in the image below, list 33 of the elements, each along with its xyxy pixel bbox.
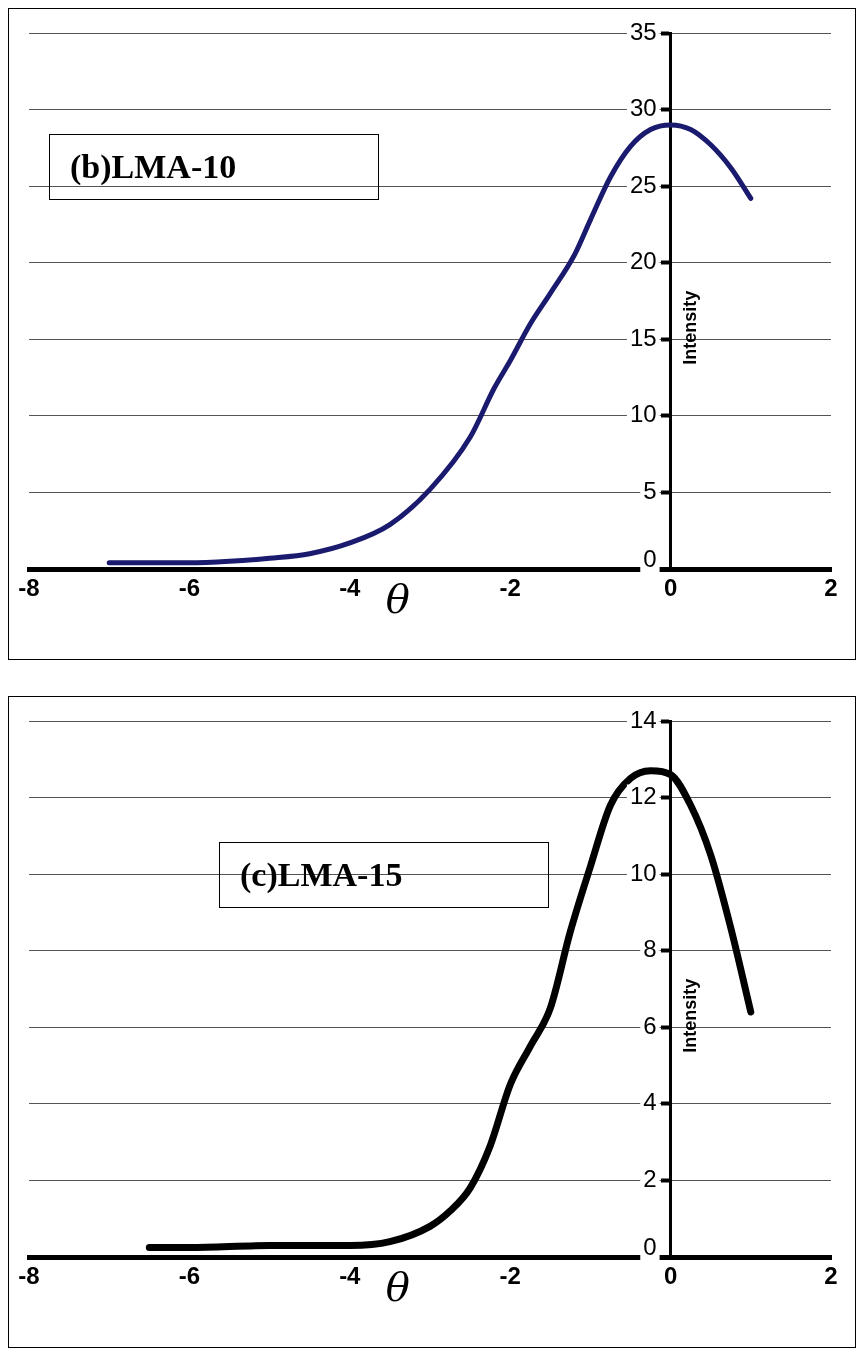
x-tick-label: 2 [824, 574, 838, 602]
y-axis-title: Intensity [679, 290, 700, 365]
annotation: (b)LMA-10 [49, 134, 379, 200]
y-tick-label: 0 [643, 1232, 657, 1260]
y-tick-label: 15 [629, 323, 657, 351]
x-tick-label: -4 [339, 1262, 362, 1290]
x-tick-label: -2 [499, 574, 521, 602]
x-tick-label: -4 [339, 574, 362, 602]
y-tick-label: 10 [629, 858, 657, 886]
y-tick-label: 20 [629, 247, 657, 275]
y-tick-label: 30 [629, 94, 657, 122]
y-tick-label: 14 [629, 705, 657, 733]
x-tick-label: 0 [663, 1262, 678, 1290]
x-tick-label: 2 [824, 1262, 838, 1290]
y-tick-label: 5 [643, 477, 657, 505]
x-tick-label: -2 [499, 1262, 521, 1290]
x-tick-label: -8 [18, 1262, 40, 1290]
y-tick-label: 8 [643, 935, 657, 963]
y-tick-label: 4 [643, 1088, 657, 1116]
x-tick-label: 0 [663, 574, 678, 602]
x-axis-title: θ [385, 576, 410, 623]
y-tick-label: 0 [643, 544, 657, 572]
x-tick-label: -6 [178, 1262, 201, 1290]
y-tick-label: 35 [629, 17, 657, 45]
y-tick-label: 10 [629, 400, 657, 428]
y-tick-label: 25 [629, 170, 657, 198]
y-tick-label: 2 [643, 1165, 657, 1193]
y-tick-label: 12 [629, 782, 657, 810]
x-tick-label: -8 [18, 574, 40, 602]
x-axis-title: θ [385, 1264, 410, 1311]
x-tick-label: -6 [178, 574, 201, 602]
y-tick-label: 6 [643, 1011, 657, 1039]
y-axis-title: Intensity [679, 978, 700, 1053]
